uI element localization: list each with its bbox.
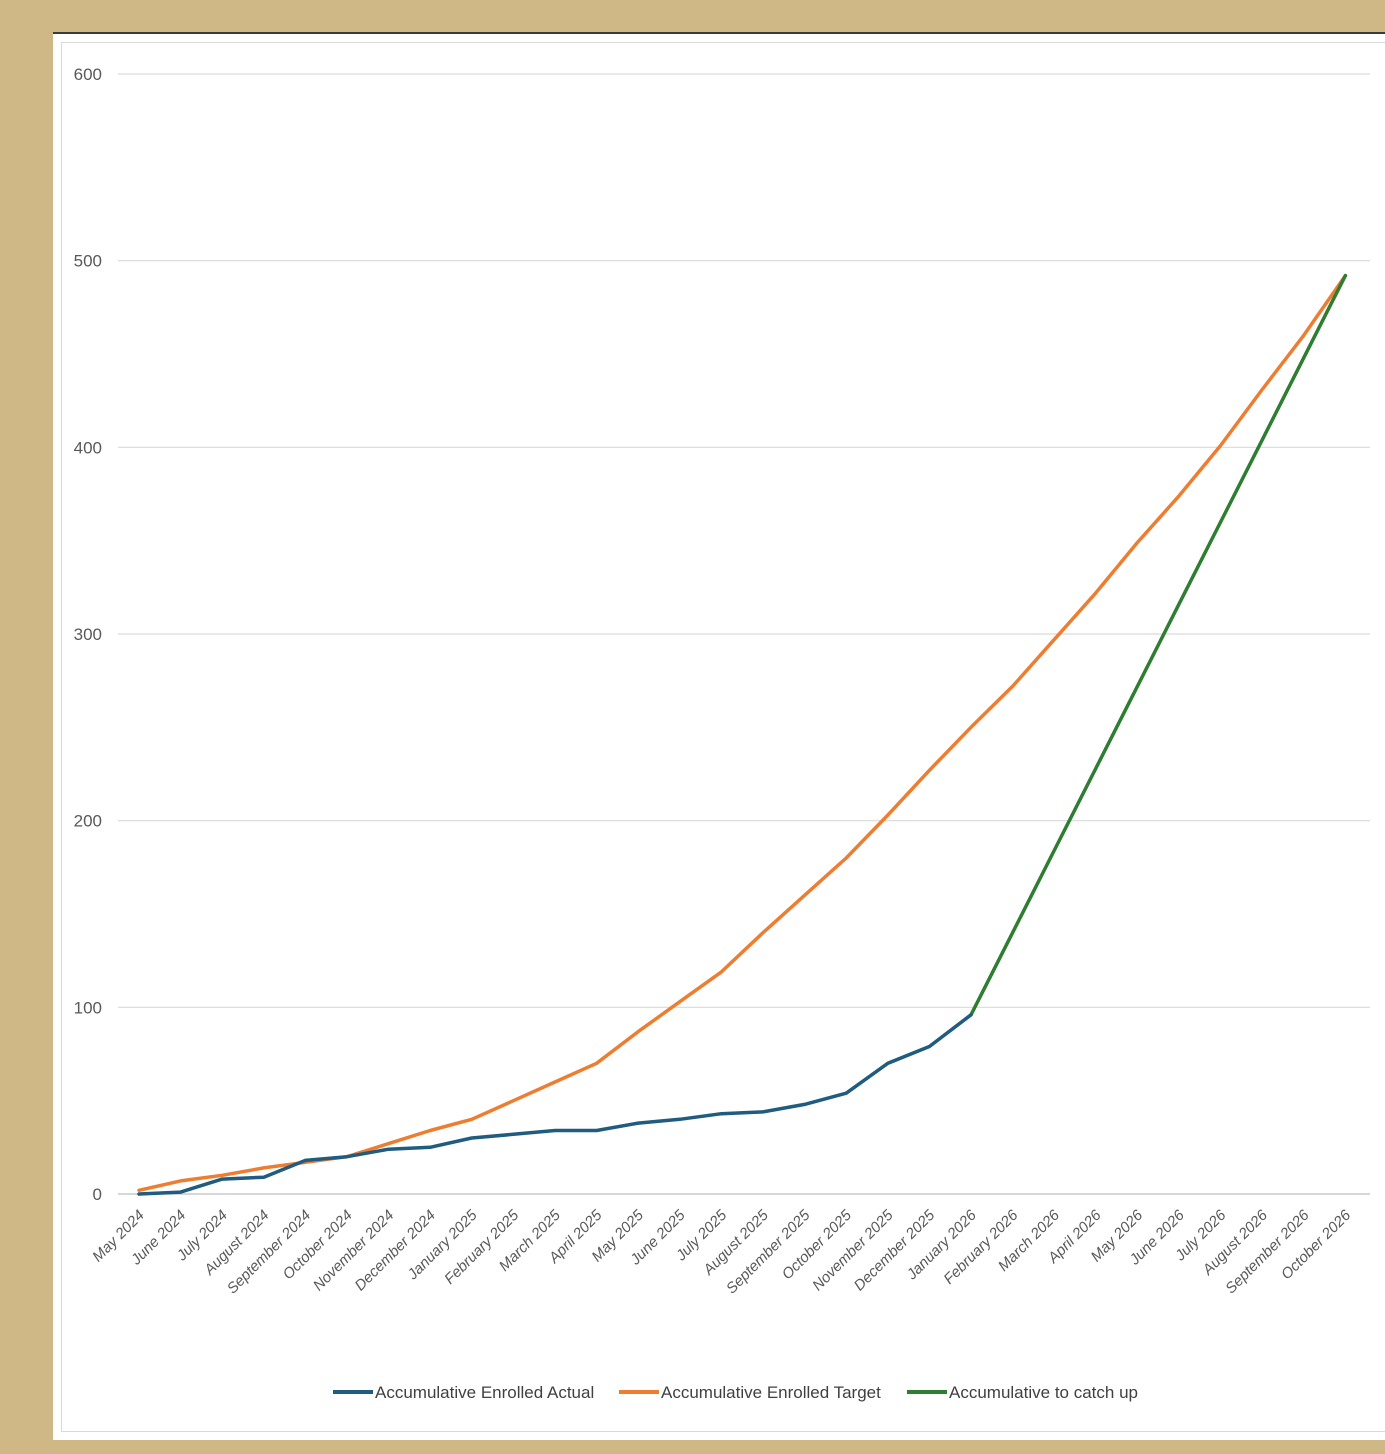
y-tick-label: 100 — [74, 998, 102, 1017]
chart-area: 0 100 200 300 400 500 600 May 2024 June 2024 Jul… — [61, 42, 1385, 1432]
y-tick-label: 400 — [74, 438, 102, 457]
y-tick-label: 500 — [74, 252, 102, 271]
grid-lines — [118, 73, 1370, 1195]
y-tick-label: 0 — [93, 1185, 102, 1204]
y-tick-label: 300 — [74, 625, 102, 644]
y-axis-ticks: 0 100 200 300 400 500 600 — [74, 65, 102, 1204]
y-tick-label: 200 — [74, 812, 102, 831]
series-line-accumulative-to-catch-up — [969, 273, 1348, 1017]
series-lines — [137, 273, 1348, 1196]
chart-frame: 0 100 200 300 400 500 600 May 2024 June 2024 Jul… — [53, 32, 1385, 1440]
legend-label: Accumulative to catch up — [949, 1383, 1138, 1402]
series-line-accumulative-enrolled-actual — [137, 1013, 973, 1196]
legend-label: Accumulative Enrolled Actual — [375, 1383, 594, 1402]
y-tick-label: 600 — [74, 65, 102, 84]
series-line-accumulative-enrolled-target — [137, 273, 1348, 1193]
legend: Accumulative Enrolled Actual Accumulative… — [333, 1383, 1138, 1402]
legend-label: Accumulative Enrolled Target — [661, 1383, 881, 1402]
